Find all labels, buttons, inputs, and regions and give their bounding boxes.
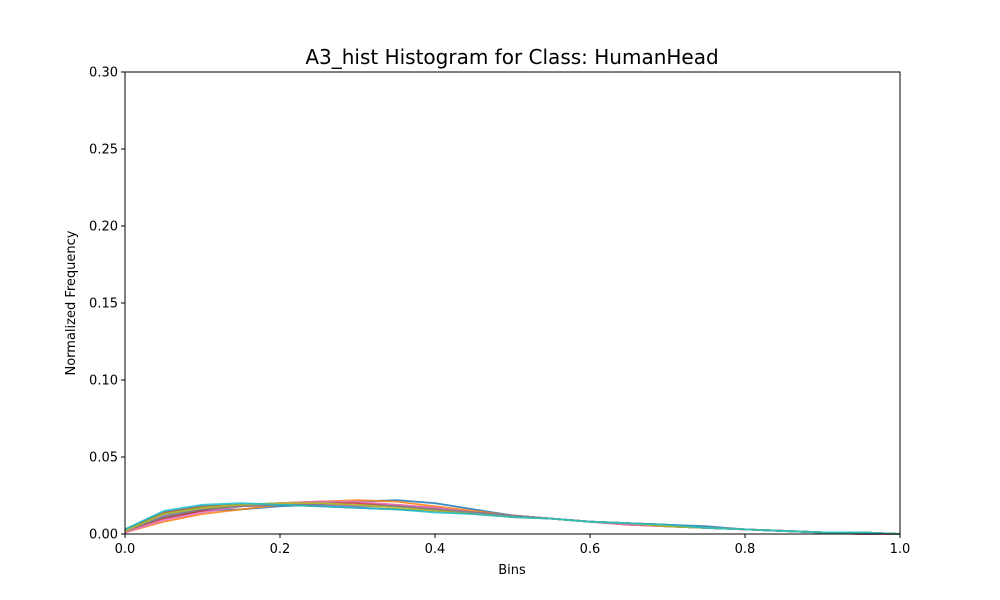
- x-axis: 0.0 0.2 0.4 0.6 0.8 1.0: [115, 534, 911, 557]
- y-tick-label: 0.00: [89, 528, 118, 543]
- series-layer: [124, 499, 901, 535]
- x-tick-label: 0.8: [735, 542, 756, 557]
- x-tick-label: 0.0: [115, 542, 136, 557]
- y-tick-label: 0.15: [89, 297, 118, 312]
- x-tick-label: 1.0: [890, 542, 911, 557]
- y-tick-label: 0.20: [89, 220, 118, 235]
- y-tick-label: 0.05: [89, 451, 118, 466]
- chart-title: A3_hist Histogram for Class: HumanHead: [305, 45, 718, 69]
- x-tick-label: 0.2: [270, 542, 291, 557]
- x-tick-label: 0.6: [580, 542, 601, 557]
- y-tick-label: 0.10: [89, 374, 118, 389]
- x-tick-label: 0.4: [425, 542, 446, 557]
- x-axis-label: Bins: [498, 563, 526, 578]
- y-tick-label: 0.30: [89, 66, 118, 81]
- y-axis-label: Normalized Frequency: [64, 230, 79, 375]
- y-axis: 0.00 0.05 0.10 0.15 0.20 0.25 0.30: [89, 66, 125, 543]
- y-tick-label: 0.25: [89, 143, 118, 158]
- series-line-10: [124, 502, 901, 535]
